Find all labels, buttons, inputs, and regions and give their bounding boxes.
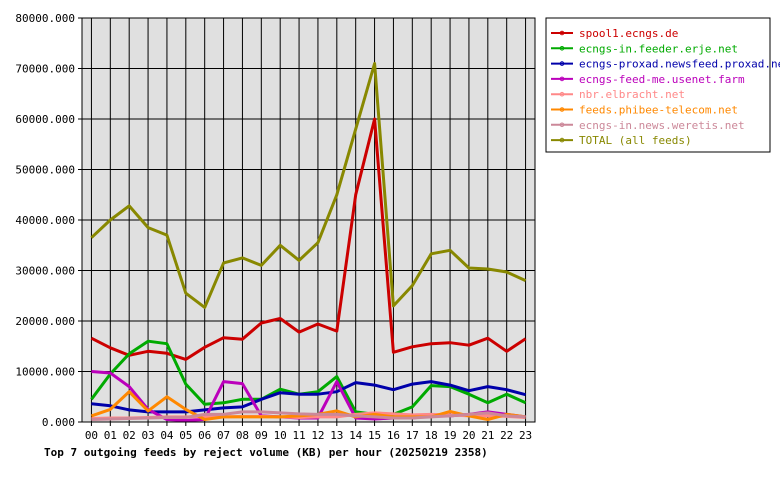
y-tick-label: 10000.000 (15, 366, 75, 379)
series-line-6 (91, 410, 526, 421)
x-tick-label: 09 (255, 429, 268, 442)
legend-label: ecngs-in.news.weretis.net (579, 119, 745, 132)
legend-marker (559, 107, 565, 112)
series-line-2 (91, 380, 526, 414)
y-tick-label: 60000.000 (15, 113, 75, 126)
x-tick-label: 08 (236, 429, 249, 442)
legend-label: feeds.phibee-telecom.net (579, 104, 738, 117)
series-line-7 (90, 62, 527, 309)
x-tick-label: 15 (368, 429, 381, 442)
legend-label: ecngs-proxad.newsfeed.proxad.net (579, 58, 780, 71)
y-tick-label: 70000.000 (15, 63, 75, 76)
legend-label: ecngs-feed-me.usenet.farm (579, 73, 745, 86)
x-tick-label: 04 (160, 429, 174, 442)
legend-marker (559, 30, 565, 36)
legend-label: nbr.elbracht.net (579, 88, 685, 101)
y-axis-ticks: 0.000 10000.000 20000.000 30000.000 40000.00… (15, 12, 82, 429)
x-tick-label: 03 (141, 429, 154, 442)
x-tick-label: 02 (123, 429, 136, 442)
y-tick-label: 50000.000 (15, 164, 75, 177)
x-tick-label: 13 (330, 429, 343, 442)
x-tick-label: 12 (311, 429, 324, 442)
y-tick-label: 20000.000 (15, 315, 75, 328)
series-line-0 (90, 117, 527, 361)
x-tick-label: 14 (349, 429, 363, 442)
legend-marker (559, 61, 565, 66)
x-tick-label: 21 (481, 429, 494, 442)
legend-label: TOTAL (all feeds) (579, 134, 692, 147)
legend-marker (559, 137, 565, 143)
x-tick-label: 20 (462, 429, 475, 442)
x-tick-label: 23 (519, 429, 532, 442)
legend-marker (559, 122, 565, 128)
x-tick-label: 01 (104, 429, 117, 442)
legend-label: spool1.ecngs.de (579, 27, 678, 40)
x-tick-label: 06 (198, 429, 211, 442)
chart-title: Top 7 outgoing feeds by reject volume (K… (44, 446, 488, 459)
legend-box (545, 17, 771, 153)
x-tick-label: 11 (292, 429, 305, 442)
y-tick-label: 0.000 (42, 416, 75, 429)
x-tick-label: 17 (406, 429, 419, 442)
legend-marker (559, 76, 565, 82)
y-tick-label: 40000.000 (15, 214, 75, 227)
x-tick-label: 00 (85, 429, 98, 442)
series-lines (90, 62, 527, 422)
x-tick-label: 16 (387, 429, 400, 442)
x-tick-label: 10 (274, 429, 287, 442)
legend-marker (559, 46, 565, 51)
x-tick-label: 07 (217, 429, 230, 442)
y-tick-label: 30000.000 (15, 265, 75, 278)
grid (82, 17, 535, 423)
x-axis-ticks: 00 01 02 03 04 05 06 07 08 09 10 11 12 13 14 15 16 17 18 19… (85, 422, 532, 442)
legend: spool1.ecngs.de ecngs-in.feeder.erje.net e… (545, 17, 780, 153)
plot-frame (81, 17, 536, 423)
legend-label: ecngs-in.feeder.erje.net (579, 42, 738, 55)
x-tick-label: 22 (500, 429, 513, 442)
x-tick-label: 18 (425, 429, 438, 442)
legend-marker (559, 91, 565, 97)
x-tick-label: 19 (443, 429, 456, 442)
y-tick-label: 80000.000 (15, 12, 75, 25)
x-tick-label: 05 (179, 429, 192, 442)
